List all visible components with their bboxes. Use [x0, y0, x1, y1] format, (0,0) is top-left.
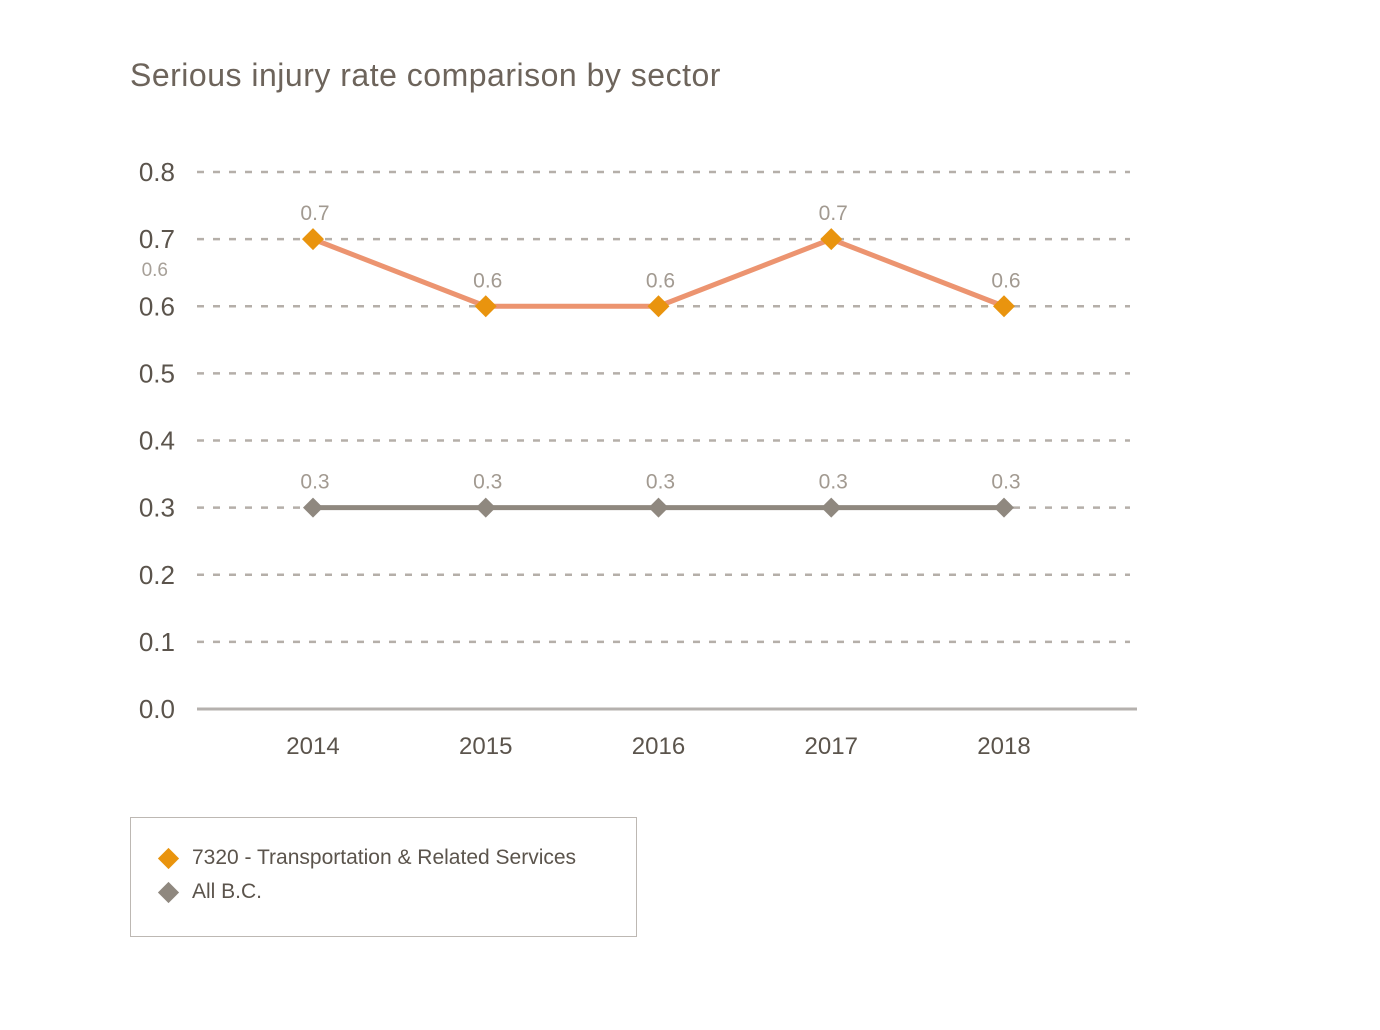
data-point-marker	[302, 228, 324, 251]
gray-diamond-icon	[157, 881, 180, 903]
data-label: 0.7	[300, 202, 329, 225]
y-tick-label: 0.6	[139, 291, 175, 321]
data-label: 0.6	[991, 269, 1020, 292]
chart-title: Serious injury rate comparison by sector	[130, 57, 721, 93]
data-label: 0.6	[646, 269, 675, 292]
x-tick-label: 2015	[459, 733, 512, 760]
x-tick-label: 2016	[632, 733, 685, 760]
x-tick-label: 2018	[977, 733, 1030, 760]
x-tick-label: 2017	[805, 733, 858, 760]
data-point-marker	[994, 497, 1014, 518]
legend-item-transportation: 7320 - Transportation & Related Services	[157, 841, 636, 875]
legend-label-all-bc: All B.C.	[192, 880, 263, 903]
legend-label-transportation: 7320 - Transportation & Related Services	[192, 846, 577, 869]
data-label: 0.3	[646, 471, 675, 494]
data-point-marker	[474, 295, 497, 318]
y-tick-label: 0.1	[139, 627, 175, 657]
x-tick-label: 2014	[286, 733, 339, 760]
y-tick-label: 0.3	[139, 493, 175, 523]
data-point-marker	[647, 295, 670, 318]
legend: 7320 - Transportation & Related Services…	[130, 817, 637, 937]
y-tick-label: 0.5	[139, 358, 175, 388]
data-label: 0.3	[473, 471, 502, 494]
data-label: 0.7	[819, 202, 848, 225]
data-label: 0.3	[819, 471, 848, 494]
y-tick-label: 0.4	[139, 426, 175, 456]
y-tick-label: 0.7	[139, 224, 175, 254]
stray-data-label: 0.6	[142, 260, 168, 281]
data-point-marker	[821, 497, 842, 518]
legend-item-all-bc: All B.C.	[157, 875, 636, 909]
data-point-marker	[993, 295, 1015, 318]
data-point-marker	[475, 497, 496, 518]
data-label: 0.3	[300, 471, 329, 494]
data-point-marker	[820, 228, 843, 251]
data-point-marker	[648, 497, 669, 518]
orange-diamond-icon	[157, 847, 180, 869]
y-tick-label: 0.2	[139, 560, 175, 590]
y-tick-label: 0.0	[139, 694, 175, 724]
data-label: 0.6	[473, 269, 502, 292]
data-label: 0.3	[991, 471, 1020, 494]
y-tick-label: 0.8	[139, 157, 175, 187]
data-point-marker	[303, 497, 323, 518]
